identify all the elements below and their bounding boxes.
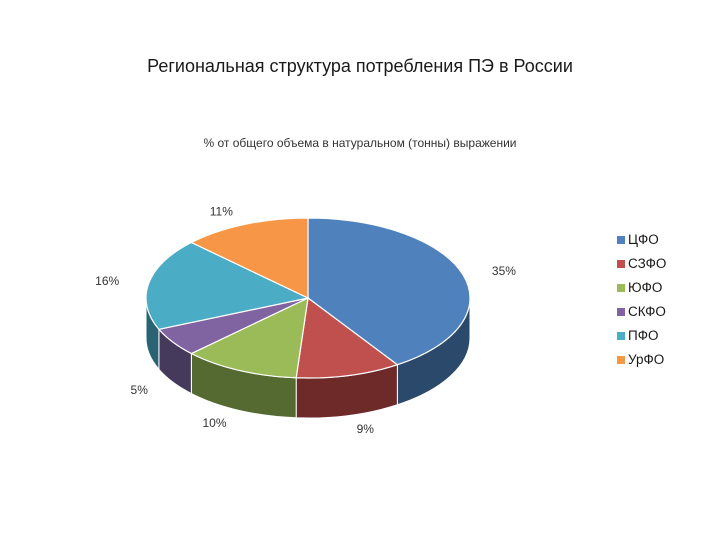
legend-label: СКФО xyxy=(628,304,666,319)
data-label-цфо: 35% xyxy=(492,264,516,278)
legend-swatch xyxy=(617,308,625,316)
legend-swatch xyxy=(617,236,625,244)
legend-label: СЗФО xyxy=(628,256,667,271)
data-label-урфо: 11% xyxy=(210,205,233,219)
chart-subtitle: % от общего объема в натуральном (тонны)… xyxy=(203,136,517,150)
legend-item-скфо: СКФО xyxy=(617,300,666,324)
legend-swatch xyxy=(617,284,625,292)
legend-item-цфо: ЦФО xyxy=(617,228,666,252)
legend-label: УрФО xyxy=(628,352,665,367)
pie-slice-урфо xyxy=(190,217,309,299)
legend-item-урфо: УрФО xyxy=(617,348,666,372)
data-label-сзфо: 9% xyxy=(357,422,375,436)
legend-item-пфо: ПФО xyxy=(617,324,666,348)
data-label-скфо: 5% xyxy=(131,383,149,397)
legend-item-сзфо: СЗФО xyxy=(617,252,666,276)
data-label-юфо: 10% xyxy=(202,416,226,430)
pie-slice-сзфо xyxy=(295,296,399,379)
chart-title: Региональная структура потребления ПЭ в … xyxy=(147,56,573,76)
legend-label: ЦФО xyxy=(628,232,659,247)
legend-label: ПФО xyxy=(628,328,659,343)
legend-swatch xyxy=(617,332,625,340)
legend-label: ЮФО xyxy=(628,280,663,295)
legend-swatch xyxy=(617,260,625,268)
legend-item-юфо: ЮФО xyxy=(617,276,666,300)
pie-slice-юфо xyxy=(190,296,309,379)
data-label-пфо: 16% xyxy=(95,274,119,288)
legend-swatch xyxy=(617,356,625,364)
legend: ЦФО СЗФО ЮФО СКФО ПФО УрФО xyxy=(617,228,666,372)
pie-slice-пфо xyxy=(145,241,310,330)
